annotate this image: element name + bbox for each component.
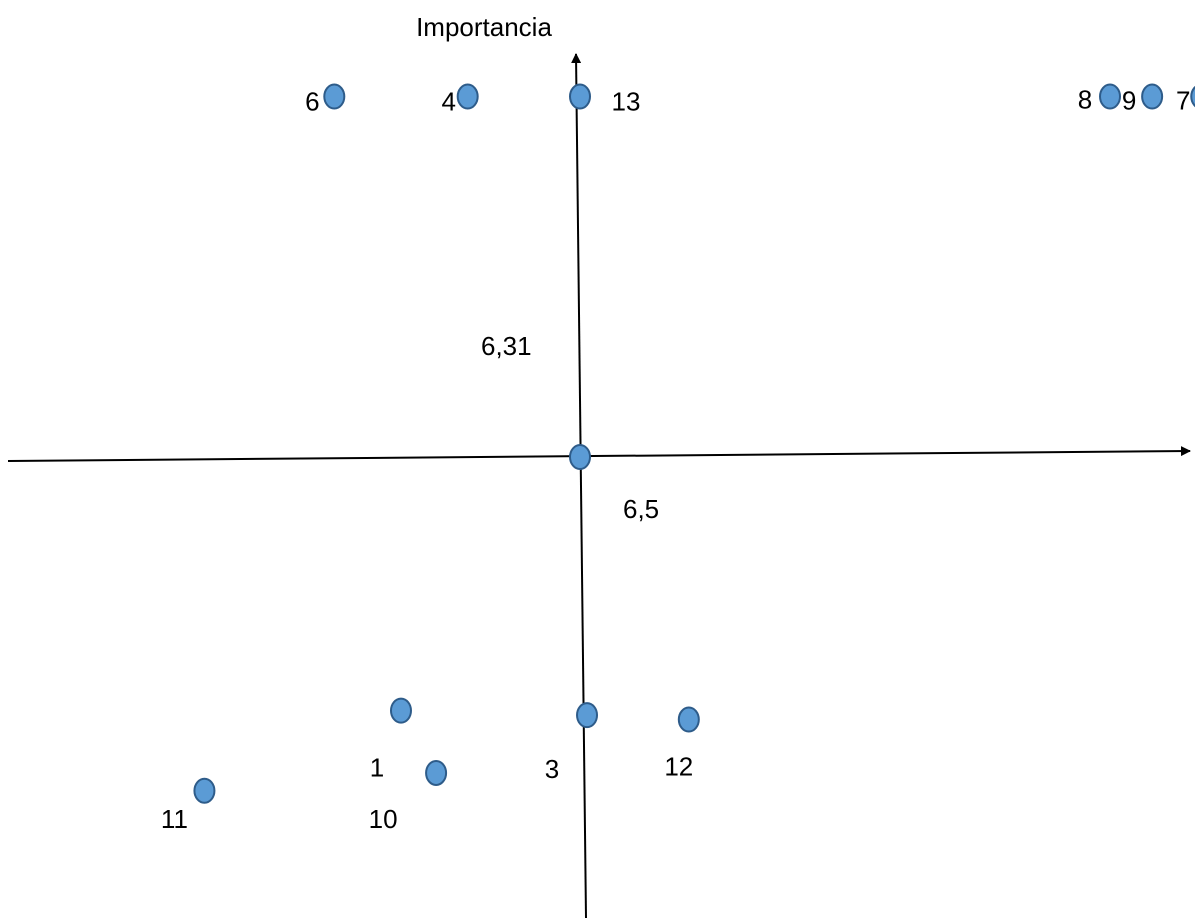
- point-4: [456, 83, 479, 110]
- point-label-1: 1: [370, 753, 384, 783]
- point-label-13: 13: [612, 87, 641, 117]
- point-8: [1099, 83, 1122, 110]
- point-label-11: 11: [161, 804, 188, 834]
- point-10: [425, 759, 448, 786]
- y-axis-title: Importancia: [416, 12, 552, 42]
- point-7: [1190, 85, 1195, 108]
- point-label-4: 4: [441, 87, 455, 117]
- point-6: [323, 83, 346, 110]
- x-axis-line: [7, 446, 1191, 462]
- point-13: [569, 83, 591, 110]
- points-layer: 12345678910111213: [161, 83, 1195, 834]
- x-origin-label: 6,5: [623, 494, 659, 524]
- y-axis-line: [571, 53, 587, 919]
- y-origin-label: 6,31: [481, 331, 532, 361]
- point-11: [193, 777, 216, 804]
- point-label-6: 6: [305, 87, 319, 117]
- point-label-10: 10: [369, 804, 398, 834]
- point-label-12: 12: [664, 752, 693, 782]
- point-label-3: 3: [545, 754, 559, 784]
- point-3: [576, 702, 599, 729]
- point-9: [1141, 83, 1164, 110]
- point-label-7: 7: [1176, 86, 1190, 116]
- point-12: [677, 706, 700, 733]
- point-label-8: 8: [1078, 85, 1092, 115]
- point-label-9: 9: [1122, 86, 1136, 116]
- point-1: [389, 697, 412, 724]
- point-center: [569, 444, 591, 470]
